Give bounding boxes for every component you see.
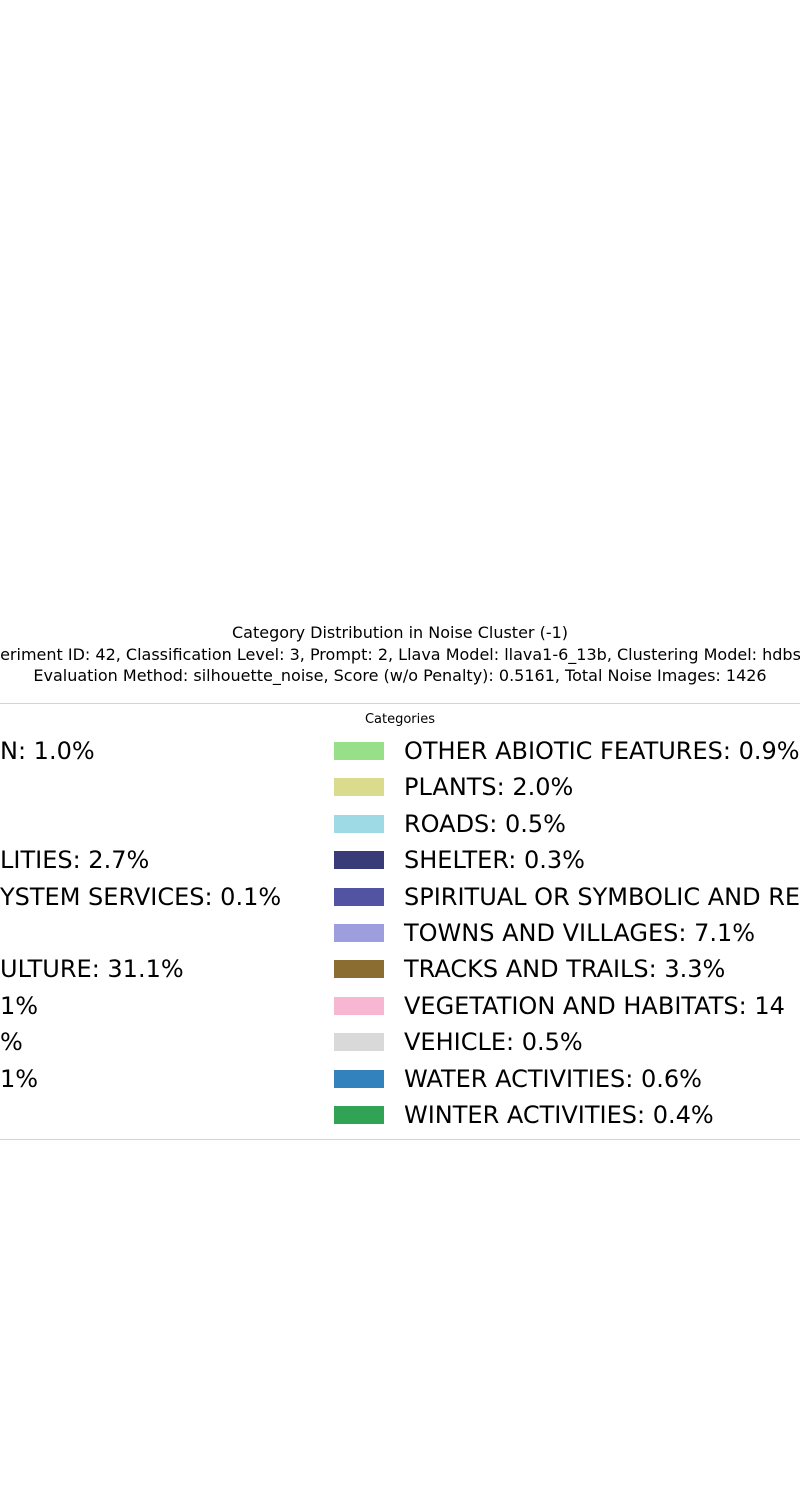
legend-swatch: [334, 851, 384, 870]
legend-label: OTHER ABIOTIC FEATURES: 0.9%: [404, 737, 800, 765]
legend-label: TOWNS AND VILLAGES: 7.1%: [404, 919, 756, 947]
legend-label: SHELTER: 0.3%: [404, 846, 585, 875]
legend-swatch: [334, 887, 384, 906]
legend-label-clipped: YSTEM SERVICES: 0.1%: [0, 882, 282, 911]
legend-label: TRACKS AND TRAILS: 3.3%: [404, 955, 726, 984]
legend-label: SPIRITUAL OR SYMBOLIC AND RELIGIOUS: [404, 882, 800, 911]
legend-label-clipped: LITIES: 2.7%: [0, 846, 150, 875]
chart-title: Category Distribution in Noise Cluster (…: [231, 623, 569, 642]
chart-subtitle-evaluation: Evaluation Method: silhouette_noise, Sco…: [33, 666, 767, 685]
legend-label-clipped: 1%: [0, 991, 39, 1020]
legend-swatch: [334, 924, 384, 942]
legend-label-clipped: %: [0, 1028, 23, 1057]
chart-subtitle-experiment: Experiment ID: 42, Classification Level:…: [0, 645, 800, 664]
legend-label: WINTER ACTIVITIES: 0.4%: [404, 1101, 714, 1129]
legend-label: WATER ACTIVITIES: 0.6%: [404, 1064, 702, 1093]
legend-label: PLANTS: 2.0%: [404, 773, 574, 802]
legend-top-border: [0, 703, 800, 704]
legend-swatch: [334, 1106, 384, 1124]
legend-swatch: [334, 742, 384, 760]
legend-swatch: [334, 996, 384, 1015]
legend-bottom-border: [0, 1139, 800, 1140]
legend-swatch: [334, 778, 384, 797]
legend-label: VEGETATION AND HABITATS: 14: [404, 991, 785, 1020]
legend-label-clipped: ULTURE: 31.1%: [0, 955, 184, 984]
legend-swatch: [334, 960, 384, 979]
legend-label: ROADS: 0.5%: [404, 809, 566, 838]
legend-swatch: [334, 1033, 384, 1052]
legend-label-clipped: 1%: [0, 1064, 39, 1093]
legend-title: Categories: [364, 712, 436, 727]
legend-label: VEHICLE: 0.5%: [404, 1028, 583, 1057]
legend-label-clipped: N: 1.0%: [0, 737, 95, 765]
legend-swatch: [334, 814, 384, 833]
legend-swatch: [334, 1069, 384, 1088]
